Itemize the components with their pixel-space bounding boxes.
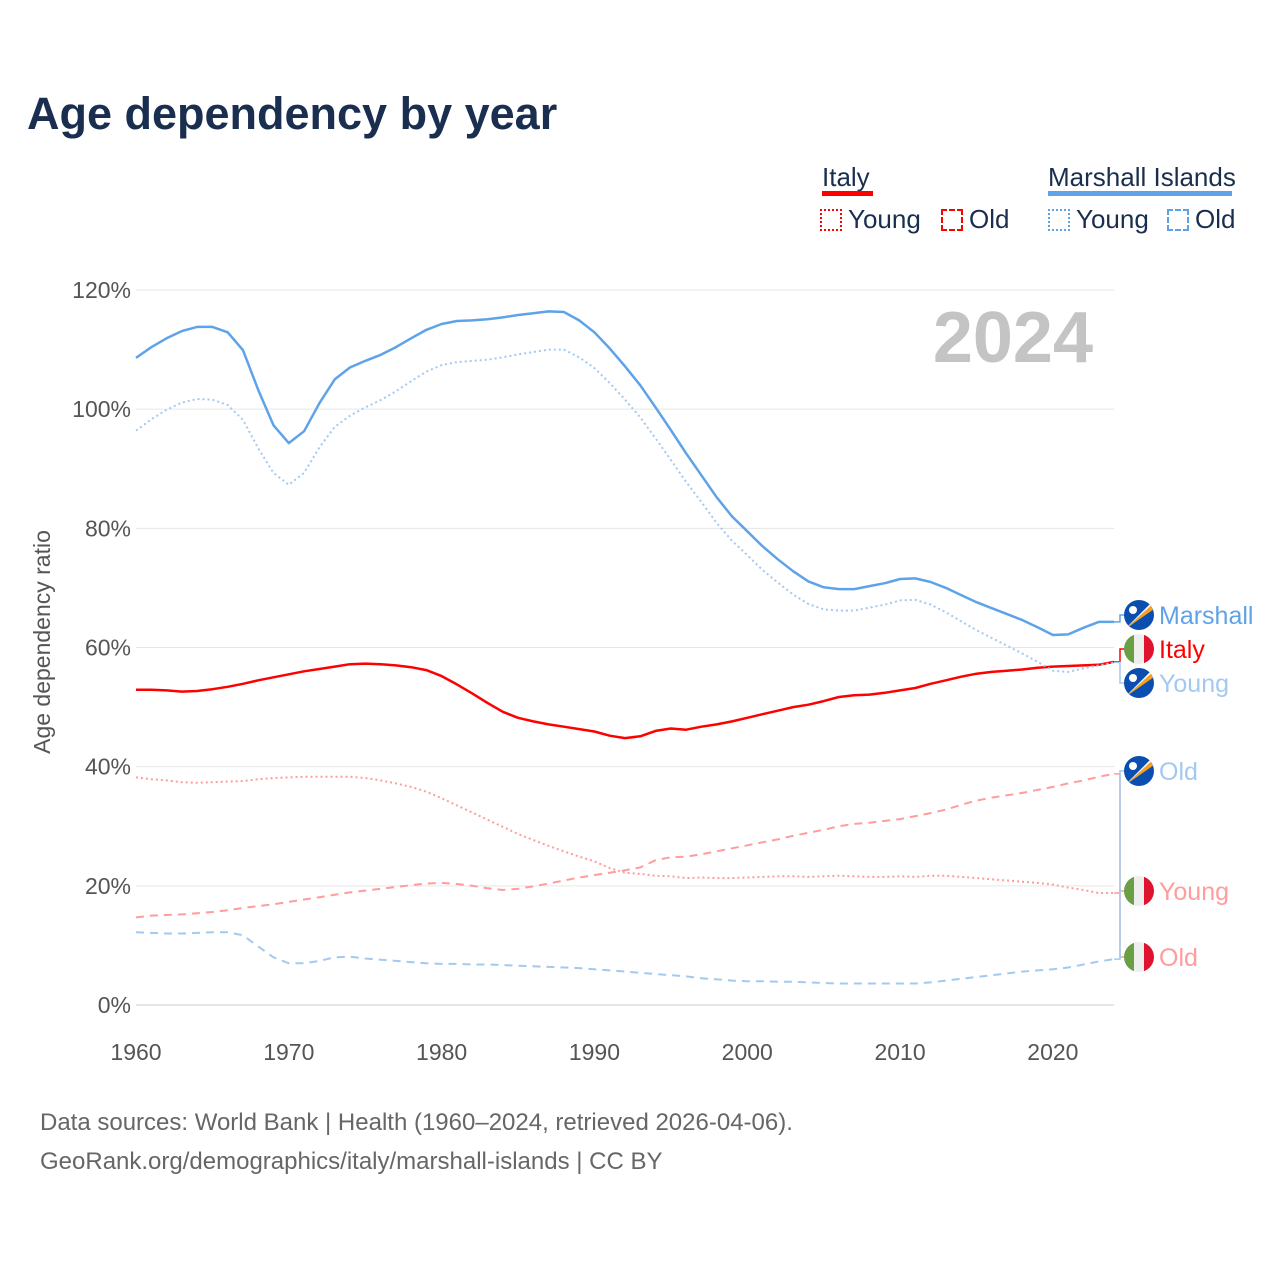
x-tick-label: 1990 (569, 1039, 620, 1065)
legend-italy-swatch (822, 191, 873, 196)
end-label: Marshall (1159, 602, 1253, 630)
dashed-swatch-icon (941, 208, 963, 231)
series-line-marshall-islands-old[interactable] (135, 931, 1115, 985)
series-line-italy[interactable] (136, 660, 1115, 740)
legend-marshall-label[interactable]: Marshall Islands (1048, 162, 1236, 192)
source-line-2[interactable]: GeoRank.org/demographics/italy/marshall-… (40, 1148, 663, 1175)
dashed-swatch-icon (1167, 208, 1189, 231)
legend-italy-young[interactable]: Young (820, 204, 921, 235)
dotted-swatch-icon (820, 208, 842, 231)
marshall-islands-flag-icon (1124, 600, 1154, 630)
italy-flag-icon (1124, 876, 1154, 906)
y-tick-label: 20% (85, 873, 131, 899)
legend-italy-old[interactable]: Old (941, 204, 1009, 235)
x-tick-label: 1980 (416, 1039, 467, 1065)
end-label: Young (1159, 878, 1229, 906)
y-tick-label: 0% (98, 992, 131, 1018)
label-connector (1114, 770, 1126, 960)
legend-marshall-swatch (1048, 191, 1232, 196)
legend-label: Young (848, 204, 921, 234)
x-tick-label: 2010 (874, 1039, 925, 1065)
legend-label: Old (969, 204, 1010, 234)
end-label: Young (1159, 670, 1229, 698)
x-tick-label: 1970 (263, 1039, 314, 1065)
x-tick-label: 2020 (1027, 1039, 1078, 1065)
end-label: Old (1159, 758, 1198, 786)
legend-label: Young (1076, 204, 1149, 234)
y-tick-label: 100% (72, 396, 131, 422)
label-connector (1114, 614, 1126, 623)
legend-marshall-young[interactable]: Young (1048, 204, 1149, 235)
marshall-islands-flag-icon (1124, 668, 1154, 698)
marshall-islands-flag-icon (1124, 756, 1154, 786)
year-label: 2024 (933, 298, 1093, 378)
legend-italy-label[interactable]: Italy (822, 162, 870, 192)
label-connector (1114, 661, 1126, 684)
x-tick-label: 1960 (110, 1039, 161, 1065)
y-tick-label: 80% (85, 515, 131, 541)
x-tick-label: 2000 (722, 1039, 773, 1065)
chart-title: Age dependency by year (27, 88, 558, 139)
legend-marshall-old[interactable]: Old (1167, 204, 1235, 235)
series-line-marshall-islands-young[interactable] (135, 348, 1115, 673)
y-tick-label: 60% (85, 635, 131, 661)
series-line-italy-young[interactable] (135, 775, 1114, 894)
series-line-italy-old[interactable] (135, 772, 1115, 919)
y-tick-label: 40% (85, 754, 131, 780)
line-chart: 0% 20% 40% 60% 80% 100% 120% 1960 1970 1980 1990 20… (29, 277, 1253, 1065)
series-line-marshall-islands[interactable] (135, 310, 1114, 637)
source-line-1: Data sources: World Bank | Health (1960–… (40, 1109, 793, 1136)
y-tick-label: 120% (72, 277, 131, 303)
italy-flag-icon (1124, 634, 1154, 664)
legend-label: Old (1195, 204, 1236, 234)
end-label: Old (1159, 944, 1198, 972)
end-label: Italy (1159, 636, 1205, 664)
dotted-swatch-icon (1048, 208, 1070, 231)
italy-flag-icon (1124, 942, 1154, 972)
y-axis-label: Age dependency ratio (29, 530, 55, 754)
